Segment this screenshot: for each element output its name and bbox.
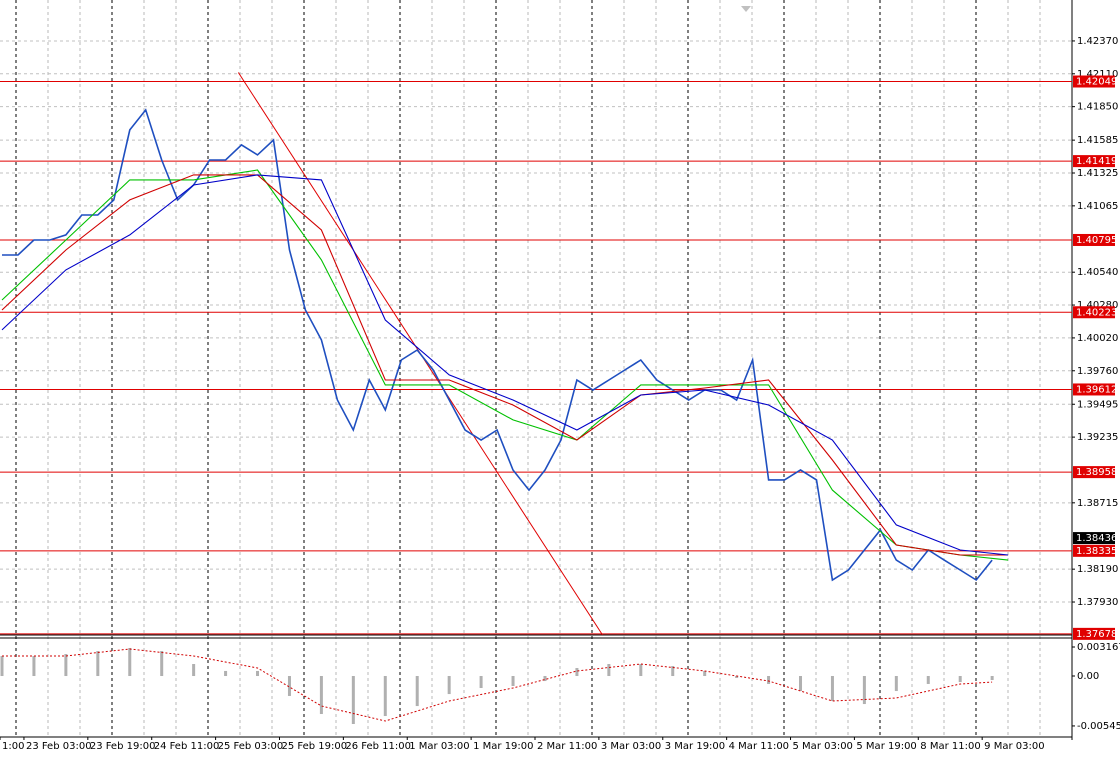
histogram-bar [958,676,962,683]
histogram-bar [862,676,866,705]
histogram-bar [799,676,803,692]
y-tick-label: 1.40020 [1077,333,1118,344]
histogram-bar [767,676,771,684]
histogram-bar [96,651,100,677]
histogram-bar [351,676,355,724]
price-line [2,108,993,582]
price-line [1,174,1009,556]
x-tick-label: 24 Feb 11:00 [154,741,220,752]
x-tick-label: 1:00 [2,741,24,752]
y-tick-label: 1.37930 [1077,597,1118,608]
histogram-bar [639,664,643,677]
x-tick-label: 25 Feb 19:00 [281,741,347,752]
x-tick-label: 25 Feb 03:00 [218,741,284,752]
price-line [1,169,1009,561]
histogram-bar [64,654,68,677]
last-price-label: 1.38436 [1076,533,1117,544]
level-label: 1.40223 [1076,307,1117,318]
histogram-bar [575,668,579,677]
histogram-bar [735,676,739,679]
x-tick-label: 5 Mar 19:00 [856,741,916,752]
grid [0,0,1072,737]
histogram-bar [990,676,994,681]
level-label: 1.37678 [1076,629,1117,640]
histogram-bar [479,676,483,689]
scroll-marker [741,6,751,12]
histogram-bar [224,670,228,677]
histogram-bar [894,676,898,692]
x-tick-label: 26 Feb 11:00 [345,741,411,752]
level-label: 1.40795 [1076,235,1117,246]
histogram-bar [447,676,451,695]
histogram-bar [926,676,930,684]
level-label: 1.38335 [1076,546,1117,557]
y-tick-label: 1.42370 [1077,36,1118,47]
y-tick-label: 1.40540 [1077,267,1118,278]
x-tick-label: 1 Mar 19:00 [473,741,533,752]
x-tick-label: 23 Feb 03:00 [26,741,92,752]
x-tick-label: 23 Feb 19:00 [90,741,156,752]
x-tick-label: 5 Mar 03:00 [793,741,853,752]
x-tick-label: 4 Mar 11:00 [729,741,789,752]
level-label-box [1073,383,1115,396]
histogram-bar [703,670,707,677]
y-tick-label: 1.39760 [1077,366,1118,377]
price-line [1,174,1009,556]
y-tick-label: 1.39235 [1077,432,1118,443]
histogram-bar [511,676,515,686]
histogram-bar [319,676,323,715]
histogram-bar [256,670,260,677]
x-tick-label: 3 Mar 19:00 [665,741,725,752]
histogram-bar [160,651,164,677]
level-label: 1.42049 [1076,77,1117,88]
histogram-bar [32,656,36,677]
histogram-bar [543,676,547,682]
signal-line [2,648,993,722]
histogram-bar [0,656,4,677]
level-label: 1.39612 [1076,384,1117,395]
level-label-box [1073,627,1115,640]
histogram-bar [192,664,196,677]
level-label-box [1073,233,1115,246]
y-tick-label: 1.41585 [1077,135,1118,146]
y-tick-label: 1.39495 [1077,399,1118,410]
y-tick-label: 1.42110 [1077,69,1118,80]
y-tick-label: 1.38715 [1077,498,1118,509]
x-tick-label: 9 Mar 03:00 [984,741,1044,752]
level-label-box [1073,544,1115,557]
level-label-box [1073,466,1115,479]
y-tick-label: 1.38190 [1077,564,1118,575]
histogram-bar [671,666,675,677]
indicator-tick-label: -0.005453 [1077,721,1120,732]
x-tick-label: 8 Mar 11:00 [920,741,980,752]
histogram-bar [415,676,419,707]
level-label-box [1073,306,1115,319]
level-label: 1.38958 [1076,467,1117,478]
y-tick-label: 1.41850 [1077,102,1118,113]
histogram-bar [287,676,291,696]
last-price-box [1073,532,1115,545]
indicator-tick-label: 0.00 [1077,671,1099,682]
y-tick-label: 1.40280 [1077,300,1118,311]
x-tick-label: 2 Mar 11:00 [537,741,597,752]
level-label-box [1073,75,1115,88]
level-label-box [1073,155,1115,168]
histogram-bar [128,647,132,677]
histogram-bar [383,676,387,717]
level-label: 1.41419 [1076,156,1117,167]
x-tick-label: 3 Mar 03:00 [601,741,661,752]
x-tick-label: 1 Mar 03:00 [409,741,469,752]
histogram-bar [607,664,611,677]
y-tick-label: 1.41325 [1077,168,1118,179]
y-tick-label: 1.41065 [1077,201,1118,212]
histogram-bar [830,676,834,702]
indicator-tick-label: 0.003167 [1077,642,1120,653]
